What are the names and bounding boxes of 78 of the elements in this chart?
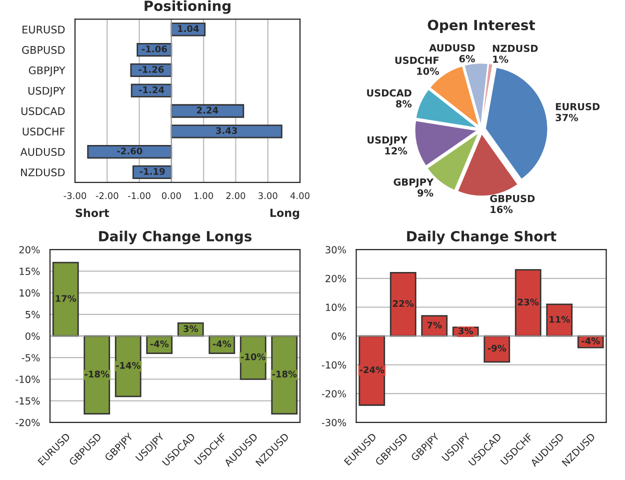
slice-label: NZDUSD	[492, 44, 538, 52]
y-tick-label: USDCHF	[22, 128, 65, 136]
data-label: -14%	[116, 362, 141, 369]
chart-title: Daily Change Short	[407, 230, 556, 244]
x-tick-label: 1.00	[194, 192, 214, 200]
data-label: -4%	[150, 340, 169, 348]
y-tick-label: 10%	[326, 304, 346, 312]
data-label: 10%	[417, 67, 440, 75]
y-tick-label: USDCAD	[22, 107, 65, 116]
data-label: 2.24	[197, 106, 218, 114]
slice-label: EURUSD	[556, 102, 600, 110]
y-tick-label: -20%	[322, 390, 346, 398]
y-tick-label: 20%	[326, 274, 346, 282]
data-label: 22%	[393, 300, 414, 307]
data-label: 17%	[56, 295, 76, 302]
data-label: 3.43	[216, 127, 237, 134]
data-label: 9%	[418, 189, 434, 197]
data-label: -4%	[212, 340, 232, 348]
slice-label: GBPJPY	[394, 178, 434, 188]
y-tick-label: AUDUSD	[20, 148, 65, 156]
x-tick-label: -3.00	[64, 192, 86, 200]
slice-label: AUDUSD	[429, 44, 475, 52]
y-tick-label: 10%	[20, 289, 40, 297]
data-label: -1.06	[142, 46, 167, 52]
data-label: -2.60	[117, 148, 142, 154]
data-label: 7%	[427, 322, 442, 329]
slice-label: USDJPY	[368, 136, 408, 146]
slice-label: USDCHF	[395, 56, 439, 64]
chart-title: Daily Change Longs	[99, 230, 252, 244]
data-label: 1%	[493, 56, 508, 63]
y-tick-label: -10%	[322, 361, 346, 369]
slice-label: USDCAD	[367, 89, 412, 97]
y-tick-label: 5%	[26, 310, 40, 318]
data-label: 12%	[385, 147, 408, 155]
data-label: -4%	[582, 338, 600, 344]
y-tick-label: -20%	[16, 418, 40, 426]
data-label: -18%	[272, 370, 297, 378]
data-label: 37%	[556, 114, 578, 122]
x-tick-label: 2.00	[226, 192, 246, 200]
data-label: -10%	[240, 353, 266, 360]
data-label: 11%	[550, 316, 570, 323]
data-label: 23%	[518, 298, 539, 306]
x-tick-label: 4.00	[290, 192, 310, 200]
x-tick-label: 0.00	[162, 192, 181, 200]
chart-title: Positioning	[144, 0, 230, 14]
y-tick-label: USDJPY	[28, 86, 66, 97]
data-label: 16%	[490, 206, 513, 214]
bar	[52, 262, 79, 337]
data-label: 6%	[459, 55, 475, 62]
y-tick-label: NZDUSD	[21, 168, 65, 176]
data-label: 8%	[396, 100, 412, 108]
data-label: 3%	[458, 327, 473, 334]
y-tick-label: 20%	[19, 246, 40, 254]
data-label: 3%	[184, 325, 198, 332]
data-label: -1.26	[138, 66, 164, 73]
data-label: -1.19	[140, 168, 165, 175]
x-tick-label: -1.00	[128, 192, 150, 200]
x-tick-label: 3.00	[258, 192, 278, 200]
x-tick-label: -2.00	[96, 192, 118, 200]
y-tick-label: GBPUSD	[22, 46, 65, 54]
y-tick-label: -5%	[22, 354, 40, 362]
y-tick-label: 0%	[25, 332, 40, 340]
data-label: -9%	[488, 344, 506, 352]
text: Short	[76, 208, 110, 218]
data-label: -24%	[360, 366, 384, 374]
data-label: 1.04	[178, 25, 199, 32]
y-tick-label: -30%	[322, 418, 346, 426]
data-label: -1.24	[138, 86, 164, 94]
y-tick-label: GBPJPY	[28, 66, 66, 76]
y-tick-label: 30%	[326, 246, 346, 254]
y-tick-label: 0%	[332, 332, 346, 340]
y-tick-label: -10%	[16, 376, 40, 384]
y-tick-label: -15%	[16, 397, 40, 405]
y-tick-label: 15%	[20, 268, 40, 276]
chart-title: Open Interest	[428, 20, 536, 33]
text: Long	[270, 208, 300, 220]
data-label: -18%	[84, 370, 110, 378]
y-tick-label: EURUSD	[22, 26, 65, 34]
